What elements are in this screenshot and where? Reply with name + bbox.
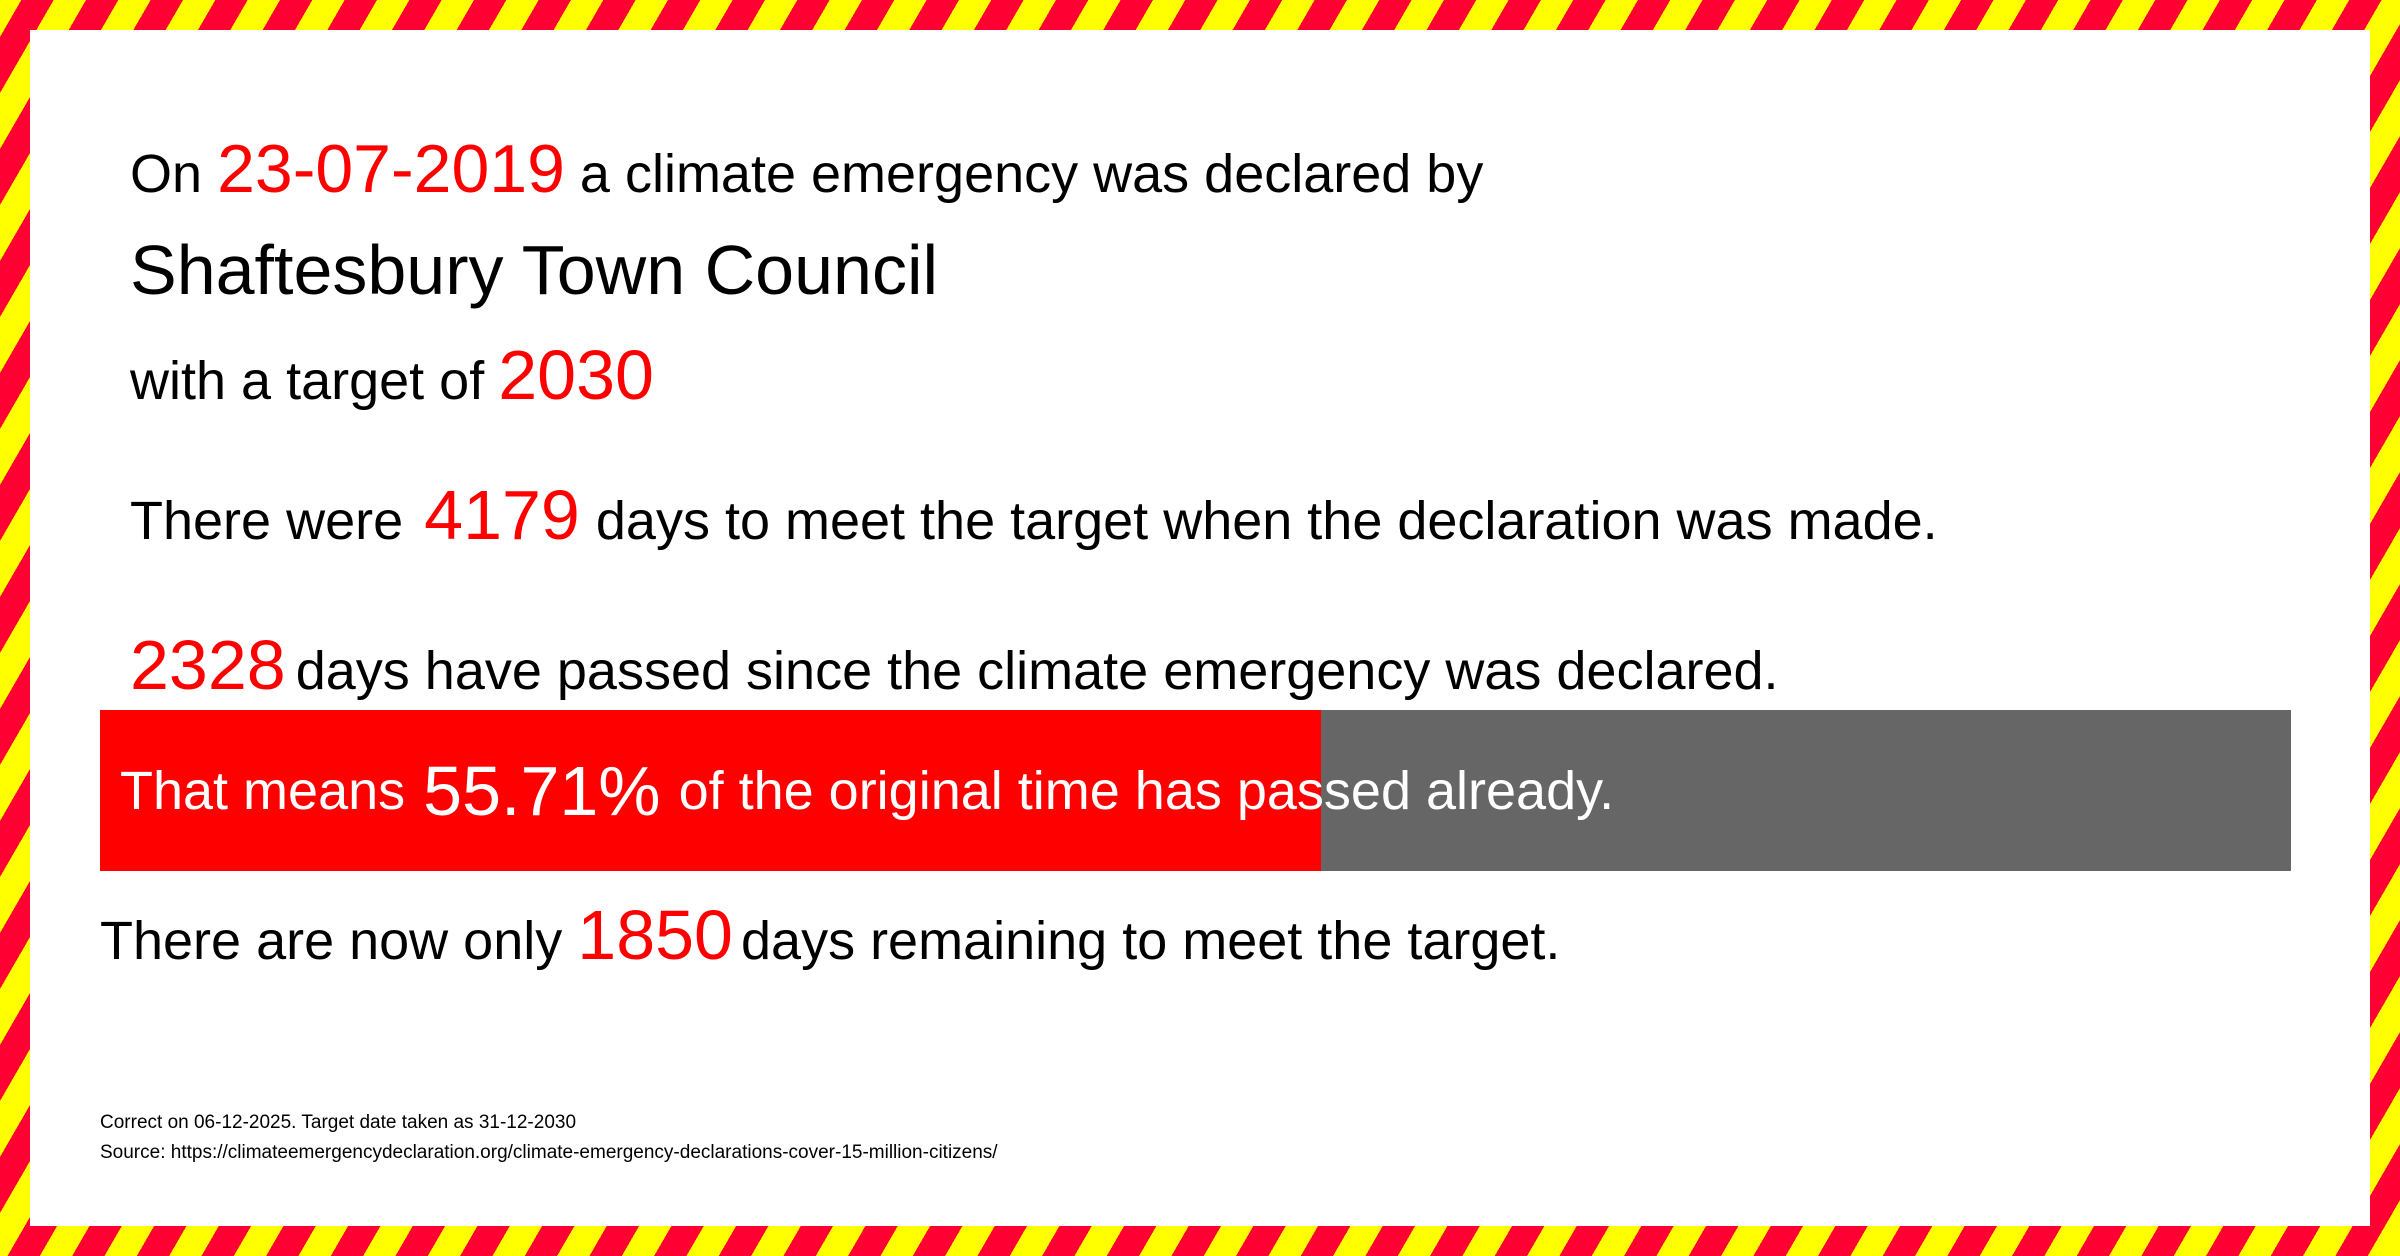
declaration-date-line: On 23-07-2019 a climate emergency was de… bbox=[130, 130, 1483, 208]
progress-bar: That means 55.71% of the original time h… bbox=[100, 710, 2291, 871]
passed-suffix: days have passed since the climate emerg… bbox=[295, 641, 1779, 701]
total-days-line: There were 4179 days to meet the target w… bbox=[130, 475, 1938, 555]
total-days: 4179 bbox=[424, 476, 580, 554]
source-note: Source: https://climateemergencydeclarat… bbox=[100, 1142, 998, 1163]
date-suffix: a climate emergency was declared by bbox=[579, 144, 1484, 204]
progress-percent: 55.71% bbox=[423, 751, 661, 830]
total-prefix: There were bbox=[130, 491, 404, 551]
target-line: with a target of 2030 bbox=[130, 335, 654, 415]
date-prefix: On bbox=[130, 144, 203, 204]
progress-bar-fill bbox=[100, 710, 1321, 871]
declaration-card: On 23-07-2019 a climate emergency was de… bbox=[30, 30, 2370, 1226]
total-suffix: days to meet the target when the declara… bbox=[595, 491, 1938, 551]
remaining-prefix: There are now only bbox=[100, 911, 563, 971]
target-prefix: with a target of bbox=[130, 351, 485, 411]
declaration-date: 23-07-2019 bbox=[217, 131, 565, 207]
progress-suffix: of the original time has passed already. bbox=[678, 760, 1615, 821]
remaining-days-line: There are now only 1850 days remaining to… bbox=[100, 895, 1560, 975]
council-name: Shaftesbury Town Council bbox=[130, 231, 939, 309]
passed-days-line: 2328 days have passed since the climate e… bbox=[130, 625, 1779, 705]
target-year: 2030 bbox=[498, 336, 654, 414]
remaining-suffix: days remaining to meet the target. bbox=[741, 911, 1561, 971]
progress-prefix: That means bbox=[120, 760, 406, 821]
correct-on-note: Correct on 06-12-2025. Target date taken… bbox=[100, 1112, 577, 1133]
progress-text: That means 55.71% of the original time h… bbox=[120, 710, 1614, 871]
passed-days: 2328 bbox=[130, 626, 286, 704]
remaining-days: 1850 bbox=[577, 896, 733, 974]
